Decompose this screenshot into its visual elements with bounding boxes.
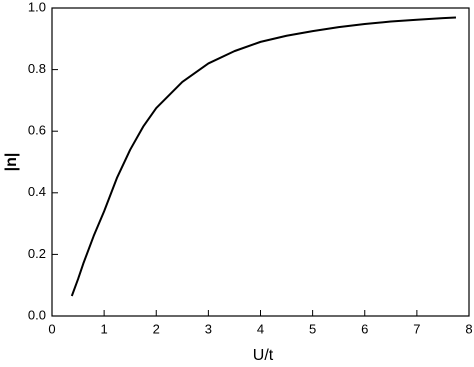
x-tick-label: 3: [205, 321, 212, 336]
y-tick-label: 1.0: [28, 0, 46, 14]
x-tick-label: 2: [153, 321, 160, 336]
x-tick-label: 5: [309, 321, 316, 336]
y-tick-label: 0.0: [28, 307, 46, 322]
x-tick-label: 4: [257, 321, 264, 336]
y-tick-label: 0.8: [28, 61, 46, 76]
y-tick-label: 0.6: [28, 123, 46, 138]
x-tick-label: 1: [101, 321, 108, 336]
x-axis-title: U/t: [253, 347, 274, 364]
y-tick-label: 0.2: [28, 246, 46, 261]
x-tick-label: 0: [48, 321, 55, 336]
data-line: [70, 16, 457, 297]
y-axis-title: |n|: [3, 153, 20, 172]
x-tick-label: 8: [465, 321, 472, 336]
y-tick-label: 0.4: [28, 184, 46, 199]
plot-frame: [51, 7, 470, 317]
x-tick-label: 7: [413, 321, 420, 336]
x-tick-label: 6: [361, 321, 368, 336]
